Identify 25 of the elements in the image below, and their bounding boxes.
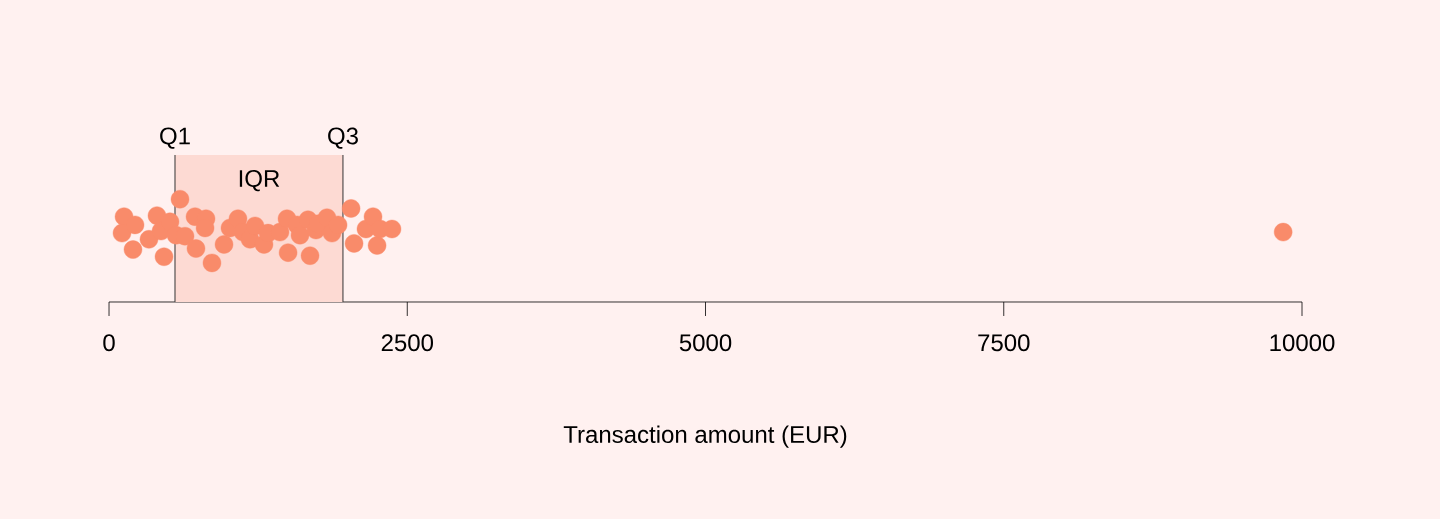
point bbox=[270, 222, 290, 242]
point bbox=[344, 234, 364, 253]
point bbox=[186, 239, 206, 258]
ref-line-label: Q3 bbox=[328, 127, 358, 149]
x-tick-label: 5000 bbox=[679, 334, 732, 352]
x-axis-title: Transaction amount (EUR) bbox=[563, 425, 847, 448]
point bbox=[125, 215, 145, 235]
x-tick-label: 7500 bbox=[978, 334, 1030, 352]
point bbox=[214, 235, 234, 254]
x-tick-label: 0 bbox=[103, 334, 115, 352]
point bbox=[170, 189, 190, 209]
x-tick-label: 10000 bbox=[1270, 334, 1335, 352]
point bbox=[154, 247, 174, 266]
point bbox=[367, 236, 387, 255]
point bbox=[202, 253, 222, 273]
point bbox=[123, 240, 143, 259]
ref-line-label: Q1 bbox=[160, 127, 190, 149]
point bbox=[112, 223, 132, 243]
band-label: IQR bbox=[239, 170, 280, 192]
point bbox=[290, 225, 310, 245]
point bbox=[1273, 222, 1293, 242]
x-tick-label: 2500 bbox=[381, 334, 434, 352]
point bbox=[278, 243, 298, 262]
point bbox=[300, 246, 320, 265]
point bbox=[341, 199, 361, 218]
